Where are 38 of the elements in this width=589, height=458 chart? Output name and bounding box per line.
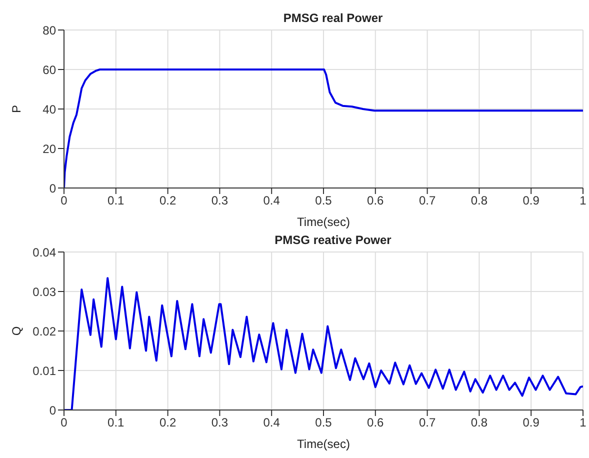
- x-tick-label: 0.1: [108, 416, 125, 430]
- chart-title: PMSG reative Power: [274, 233, 392, 247]
- y-tick-label: 20: [42, 142, 56, 156]
- y-axis-title: P: [9, 104, 24, 114]
- x-tick-label: 0.6: [367, 194, 384, 208]
- y-tick-label: 0.01: [32, 364, 56, 378]
- x-tick-label: 0.3: [211, 194, 228, 208]
- x-tick-label: 0.7: [418, 194, 436, 208]
- y-tick-label: 0: [49, 181, 56, 196]
- y-tick-label: 0.02: [32, 324, 56, 338]
- x-tick-label: 0.2: [159, 416, 176, 430]
- x-tick-label: 0.5: [315, 416, 332, 430]
- x-tick-label: 0.3: [211, 416, 228, 430]
- y-axis-title: Q: [9, 326, 24, 336]
- x-tick-label: 0.5: [315, 194, 332, 208]
- x-tick-label: 0.6: [367, 416, 384, 430]
- x-tick-label: 0.8: [470, 194, 488, 208]
- x-tick-label: 1: [580, 194, 587, 208]
- y-tick-label: 40: [42, 102, 56, 116]
- y-tick-label: 0: [49, 403, 56, 418]
- x-tick-label: 0.4: [263, 416, 280, 430]
- x-tick-label: 0.9: [522, 194, 540, 208]
- y-tick-label: 0.03: [32, 284, 56, 299]
- y-tick-label: 60: [42, 62, 56, 77]
- y-tick-label: 80: [42, 23, 56, 38]
- x-tick-label: 0.8: [470, 416, 488, 430]
- x-axis-title: Time(sec): [297, 437, 350, 451]
- x-tick-label: 0.1: [108, 194, 125, 208]
- y-tick-label: 0.04: [32, 245, 56, 260]
- x-tick-label: 0.4: [263, 194, 280, 208]
- x-tick-label: 0.2: [159, 194, 176, 208]
- x-tick-label: 0.7: [418, 416, 436, 430]
- x-tick-label: 1: [580, 416, 587, 430]
- x-tick-label: 0: [60, 194, 68, 208]
- x-tick-label: 0.9: [522, 416, 540, 430]
- chart-title: PMSG real Power: [283, 11, 384, 25]
- x-axis-title: Time(sec): [297, 215, 350, 229]
- x-tick-label: 0: [60, 416, 68, 430]
